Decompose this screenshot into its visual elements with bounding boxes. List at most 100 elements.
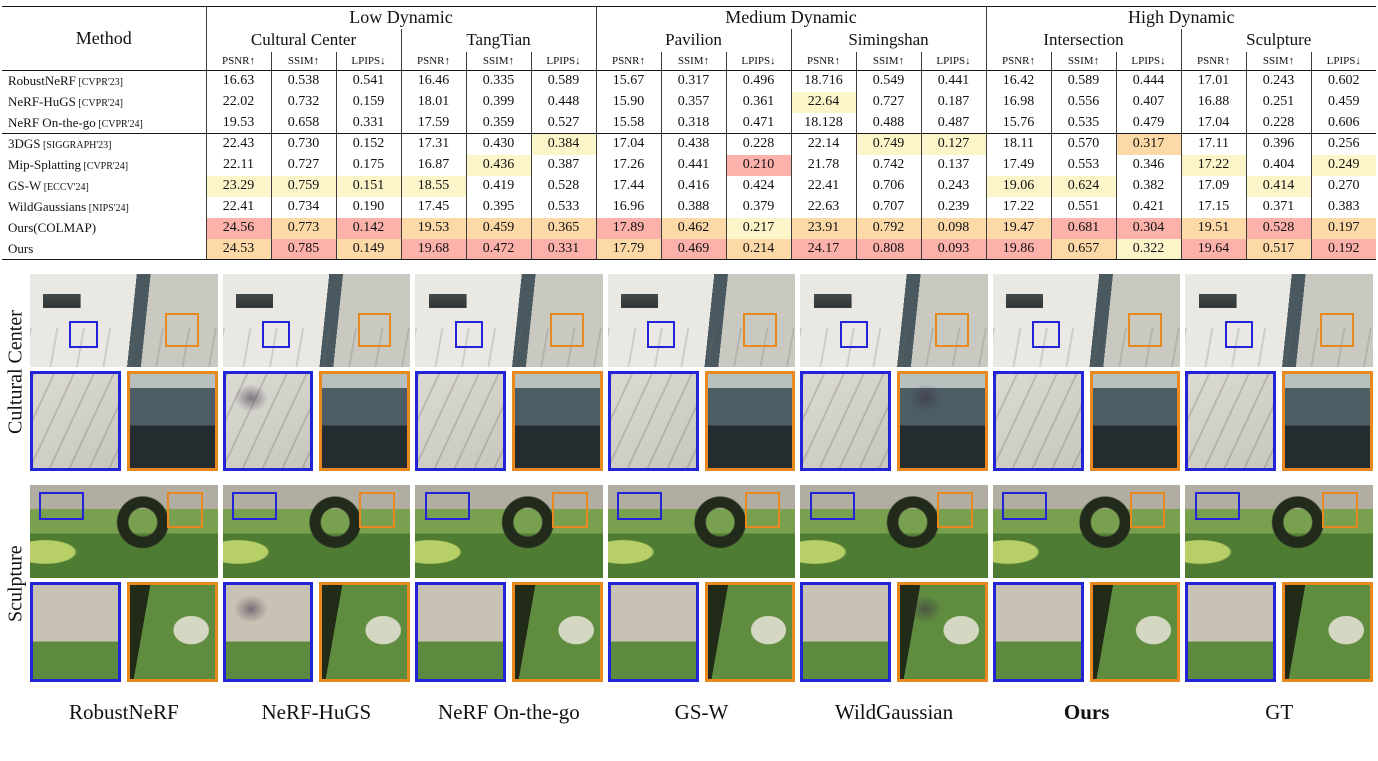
metric-value: 0.331: [335, 112, 401, 134]
scene-image: [992, 274, 1181, 367]
highlight-box-orange: [165, 313, 199, 347]
metric-value: 19.53: [205, 112, 271, 134]
metric-value: 0.346: [1115, 154, 1181, 176]
method-reference: [CVPR'23]: [75, 77, 123, 89]
scene-header-sculpture: Sculpture: [1180, 28, 1376, 52]
group-header-low-dynamic: Low Dynamic: [205, 6, 596, 29]
metric-value: 0.127: [920, 133, 986, 155]
zoom-crop-blue: [30, 371, 121, 471]
zoom-crop-orange: [897, 582, 988, 682]
zoom-crop-blue: [415, 371, 506, 471]
highlight-box-orange: [742, 313, 777, 347]
metric-value: 0.317: [1115, 133, 1181, 155]
method-image-column: [607, 485, 796, 682]
metric-value: 17.22: [1180, 154, 1246, 176]
metric-value: 0.469: [660, 238, 726, 260]
metric-value: 0.773: [270, 217, 336, 239]
highlight-box-orange: [359, 492, 396, 528]
metric-value: 23.91: [790, 217, 856, 239]
metric-header: PSNR↑: [985, 51, 1051, 71]
zoom-crop-orange: [511, 371, 603, 471]
method-image-column: [992, 274, 1181, 471]
zoom-crop-blue: [992, 371, 1084, 471]
metric-value: 0.388: [660, 196, 726, 218]
zoom-crops: [800, 371, 988, 471]
figure-method-label: GT: [1265, 700, 1294, 724]
table-row: RobustNeRF [CVPR'23] 16.63 0.538 0.541 16.46…: [2, 70, 1376, 92]
metric-value: 16.88: [1180, 91, 1246, 113]
scene-image: [607, 485, 796, 578]
metric-value: 0.249: [1310, 154, 1376, 176]
figure-method-label: WildGaussian: [834, 700, 954, 724]
zoom-crops: [30, 582, 218, 682]
highlight-box-orange: [937, 492, 973, 528]
scene-group-cultural-center: Cultural Center: [2, 274, 1376, 471]
figure-method-label: GS-W: [674, 700, 729, 724]
metric-value: 17.59: [400, 112, 466, 134]
metric-value: 0.589: [530, 70, 596, 92]
method-labels: RobustNeRF NeRF-HuGS NeRF On-the-go GS-W Wil…: [30, 696, 1376, 725]
method-reference: [CVPR'24]: [95, 118, 143, 130]
metric-value: 0.471: [725, 112, 791, 134]
metric-value: 18.128: [790, 112, 856, 134]
scene-header-pavilion: Pavilion: [595, 28, 791, 52]
scene-image: [30, 485, 218, 578]
metric-value: 0.187: [920, 91, 986, 113]
results-table-header: Method Low Dynamic Medium Dynamic High D…: [2, 6, 1376, 71]
method-image-column: [30, 274, 218, 471]
zoom-crop-blue: [30, 582, 121, 682]
highlight-box-blue: [647, 320, 676, 349]
zoom-crop-orange: [319, 371, 411, 471]
metric-value: 0.606: [1310, 112, 1376, 134]
metric-value: 0.404: [1245, 154, 1311, 176]
metric-value: 0.727: [270, 154, 336, 176]
metric-value: 0.624: [1050, 175, 1116, 197]
qualitative-comparison-figure: Cultural Center Sculpture RobustNeRF NeRF…: [2, 274, 1376, 725]
method-image-column: [1185, 274, 1373, 471]
metric-value: 19.53: [400, 217, 466, 239]
metric-value: 22.43: [205, 133, 271, 155]
metric-value: 0.734: [270, 196, 336, 218]
metric-value: 0.441: [920, 70, 986, 92]
method-image-column: [992, 485, 1181, 682]
metric-value: 18.716: [790, 70, 856, 92]
metric-value: 0.197: [1310, 217, 1376, 239]
scene-image: [800, 485, 988, 578]
metric-value: 0.317: [660, 70, 726, 92]
highlight-box-blue: [454, 320, 483, 349]
metric-value: 17.89: [595, 217, 661, 239]
method-name: Mip-Splatting [CVPR'24]: [8, 157, 129, 172]
metric-value: 0.479: [1115, 112, 1181, 134]
zoom-crops: [222, 371, 411, 471]
scene-columns: [30, 485, 1376, 682]
method-image-column: [222, 274, 411, 471]
metric-value: 0.436: [465, 154, 531, 176]
method-image-column: [30, 485, 218, 682]
metric-value: 19.47: [985, 217, 1051, 239]
scene-image: [800, 274, 988, 367]
metric-value: 17.09: [1180, 175, 1246, 197]
metric-value: 0.488: [855, 112, 921, 134]
table-row: NeRF On-the-go [CVPR'24] 19.53 0.658 0.331 1…: [2, 112, 1376, 134]
method-reference: [SIGGRAPH'23]: [40, 140, 112, 152]
metric-value: 18.55: [400, 175, 466, 197]
metric-value: 0.151: [335, 175, 401, 197]
method-image-column: [415, 485, 603, 682]
metric-value: 0.657: [1050, 238, 1116, 260]
metric-value: 0.407: [1115, 91, 1181, 113]
metric-value: 17.26: [595, 154, 661, 176]
zoom-crop-orange: [319, 582, 411, 682]
metric-value: 0.395: [465, 196, 531, 218]
metric-value: 21.78: [790, 154, 856, 176]
metric-value: 0.535: [1050, 112, 1116, 134]
metric-value: 0.551: [1050, 196, 1116, 218]
metric-value: 17.44: [595, 175, 661, 197]
zoom-crops: [1185, 371, 1373, 471]
metric-value: 0.256: [1310, 133, 1376, 155]
metric-value: 0.459: [465, 217, 531, 239]
metric-value: 0.487: [920, 112, 986, 134]
scene-header-simingshan: Simingshan: [790, 28, 986, 52]
zoom-crop-orange: [704, 582, 796, 682]
metric-value: 0.383: [1310, 196, 1376, 218]
method-image-column: [222, 485, 411, 682]
